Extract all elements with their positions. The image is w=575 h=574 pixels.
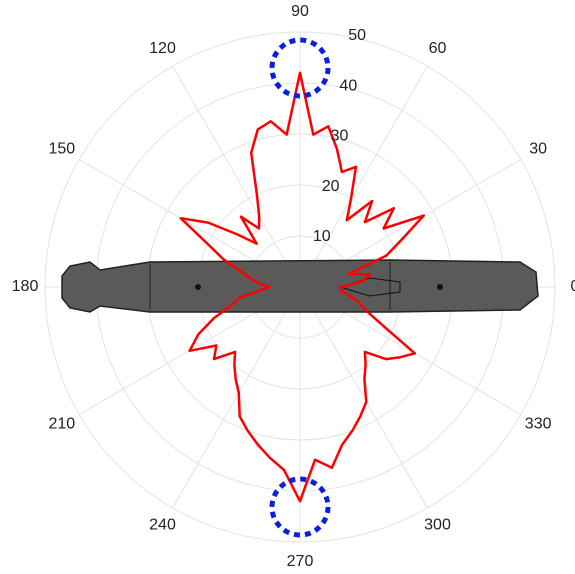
r-tick-label: 40 xyxy=(339,77,357,94)
theta-tick-label: 210 xyxy=(48,416,75,433)
r-tick-label: 50 xyxy=(348,27,366,44)
grid-spoke xyxy=(300,287,428,508)
submarine-image xyxy=(62,260,538,312)
r-tick-label: 10 xyxy=(313,228,331,245)
theta-tick-label: 120 xyxy=(149,40,176,57)
grid-spoke xyxy=(300,66,428,287)
theta-tick-label: 30 xyxy=(529,141,547,158)
grid-spoke xyxy=(173,66,301,287)
theta-tick-label: 60 xyxy=(429,40,447,57)
theta-tick-label: 90 xyxy=(291,3,309,20)
chart: 10 20 30 40 50 0 30 60 90 120 150 180 210 240 270 300 33… xyxy=(0,0,575,574)
theta-tick-label: 0 xyxy=(571,278,575,295)
theta-tick-label: 300 xyxy=(424,516,451,533)
theta-tick-label: 240 xyxy=(149,516,176,533)
r-tick-label: 20 xyxy=(322,178,340,195)
grid-spoke xyxy=(173,287,301,508)
theta-tick-label: 270 xyxy=(287,553,314,570)
theta-tick-label: 150 xyxy=(48,141,75,158)
r-tick-label: 30 xyxy=(331,128,349,145)
theta-tick-label: 330 xyxy=(525,416,552,433)
theta-tick-label: 180 xyxy=(12,278,39,295)
